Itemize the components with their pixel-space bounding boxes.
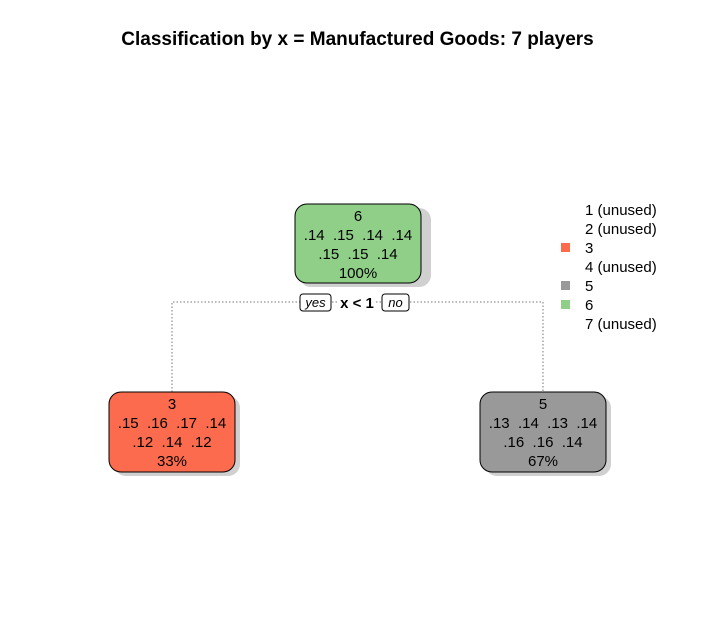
split-condition: x < 1 — [340, 295, 374, 312]
left-leaf-box — [108, 391, 236, 473]
root-node: 6 .14 .15 .14 .14 .15 .15 .14 100% — [294, 203, 431, 287]
no-label-box — [381, 293, 410, 312]
left-leaf-percent: 33% — [157, 453, 187, 470]
right-leaf-probs-1: .13 .14 .13 .14 — [489, 415, 597, 432]
split-labels: yes x < 1 no — [299, 293, 410, 312]
right-leaf-node: 5 .13 .14 .13 .14 .16 .16 .14 67% — [479, 391, 611, 476]
left-leaf-probs-2: .12 .14 .12 — [132, 434, 211, 451]
chart-title: Classification by x = Manufactured Goods… — [121, 29, 594, 50]
edge-left — [171, 301, 300, 392]
edge-right — [410, 301, 544, 392]
yes-label: yes — [304, 295, 326, 310]
legend-label-3: 3 — [585, 240, 593, 257]
legend-swatch-6 — [561, 300, 570, 309]
right-leaf-probs-2: .16 .16 .14 — [503, 434, 582, 451]
root-node-percent: 100% — [339, 265, 377, 282]
legend-label-2: 2 (unused) — [585, 221, 657, 238]
right-leaf-class: 5 — [539, 396, 547, 413]
root-node-box — [294, 203, 422, 284]
legend-label-1: 1 (unused) — [585, 202, 657, 219]
tree-edges — [171, 301, 544, 392]
legend-label-4: 4 (unused) — [585, 259, 657, 276]
left-leaf-class: 3 — [168, 396, 176, 413]
root-node-class: 6 — [354, 208, 362, 225]
no-label: no — [388, 295, 402, 310]
legend: 1 (unused) 2 (unused) 3 4 (unused) 5 6 7… — [561, 202, 657, 333]
yes-label-box — [299, 293, 332, 312]
legend-swatch-3 — [561, 243, 570, 252]
right-leaf-percent: 67% — [528, 453, 558, 470]
right-leaf-box — [479, 391, 607, 473]
legend-label-5: 5 — [585, 278, 593, 295]
root-node-probs-2: .15 .15 .14 — [318, 246, 397, 263]
legend-label-6: 6 — [585, 297, 593, 314]
legend-swatch-5 — [561, 281, 570, 290]
left-leaf-node: 3 .15 .16 .17 .14 .12 .14 .12 33% — [108, 391, 240, 476]
left-leaf-probs-1: .15 .16 .17 .14 — [118, 415, 226, 432]
legend-label-7: 7 (unused) — [585, 316, 657, 333]
root-node-probs-1: .14 .15 .14 .14 — [304, 227, 412, 244]
